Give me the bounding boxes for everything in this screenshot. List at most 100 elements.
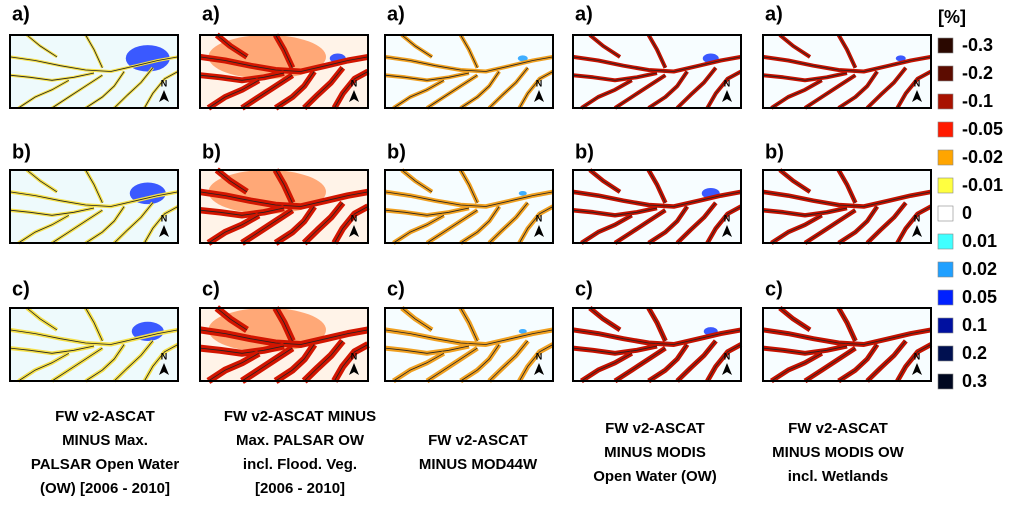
map-border	[199, 169, 369, 244]
river-line	[707, 71, 742, 109]
river-line	[334, 71, 369, 109]
river-line	[9, 56, 179, 72]
river-line	[519, 206, 554, 244]
river-line	[384, 191, 554, 207]
river-line	[589, 169, 621, 193]
river-line	[762, 56, 932, 72]
river-line	[519, 71, 554, 109]
river-line	[18, 79, 69, 109]
legend-label: 0.01	[962, 231, 997, 251]
map-border	[572, 169, 742, 244]
river-line	[572, 191, 742, 207]
river-line	[572, 329, 742, 345]
legend-label: -0.2	[962, 63, 993, 83]
north-label: N	[724, 213, 731, 223]
map-border	[384, 34, 554, 109]
north-arrow	[912, 363, 922, 375]
map-border	[9, 169, 179, 244]
river-line	[488, 67, 529, 109]
north-arrow	[534, 363, 544, 375]
river-line	[771, 79, 822, 109]
river-line	[9, 329, 179, 345]
river-line	[199, 191, 369, 207]
river-line	[676, 202, 717, 244]
north-label: N	[914, 213, 921, 223]
river-line	[85, 307, 103, 342]
panel-label: c)	[12, 278, 30, 300]
river-line	[393, 352, 444, 382]
river-line	[275, 71, 315, 109]
river-line	[9, 72, 95, 81]
panel-label: a)	[765, 3, 783, 25]
legend-label: -0.05	[962, 119, 1003, 139]
north-arrow	[534, 225, 544, 237]
north-label: N	[161, 213, 168, 223]
map-border	[384, 307, 554, 382]
river-line	[426, 209, 478, 244]
map-panel: N	[199, 167, 370, 246]
north-arrow	[349, 90, 359, 102]
river-line	[384, 56, 554, 72]
river-line	[614, 347, 666, 382]
river-line	[648, 307, 666, 342]
legend-label: 0.1	[962, 315, 987, 335]
river-line	[838, 344, 878, 382]
map-wash	[208, 170, 326, 214]
map-border	[762, 307, 932, 382]
column-caption: MINUS MODIS OW	[772, 444, 905, 461]
river-line	[216, 169, 248, 193]
river-line	[762, 72, 848, 81]
legend-swatch	[937, 37, 954, 54]
north-arrow	[722, 225, 732, 237]
river-line	[572, 207, 658, 216]
north-label: N	[914, 78, 921, 88]
legend-label: -0.01	[962, 175, 1003, 195]
legend-swatch	[937, 205, 954, 222]
river-line	[460, 34, 478, 68]
column-caption: PALSAR Open Water	[31, 456, 180, 473]
river-line	[241, 74, 293, 109]
map-border	[9, 307, 179, 382]
river-line	[460, 344, 500, 382]
river-line	[838, 206, 878, 244]
north-label: N	[161, 78, 168, 88]
river-line	[401, 169, 433, 193]
river-line	[26, 34, 58, 58]
river-line	[581, 79, 632, 109]
legend-label: 0.02	[962, 259, 997, 279]
column-caption: FW v2-ASCAT	[605, 420, 705, 437]
river-line	[393, 79, 444, 109]
river-line	[51, 74, 103, 109]
river-line	[771, 214, 822, 244]
river-line	[804, 74, 856, 109]
north-arrow	[722, 90, 732, 102]
column-caption: FW v2-ASCAT	[788, 420, 888, 437]
river-line	[779, 34, 811, 58]
map-panel: N	[9, 306, 179, 383]
legend-swatch	[937, 317, 954, 334]
legend-label: 0.2	[962, 343, 987, 363]
north-arrow	[349, 363, 359, 375]
river-line	[648, 71, 688, 109]
river-line	[488, 340, 529, 382]
river-line	[334, 344, 369, 382]
map-blob	[518, 328, 527, 334]
river-line	[216, 307, 248, 331]
river-line	[208, 214, 259, 244]
river-line	[676, 340, 717, 382]
river-line	[144, 206, 179, 244]
north-arrow	[534, 90, 544, 102]
river-line	[216, 34, 248, 58]
river-line	[199, 207, 285, 216]
river-line	[199, 72, 285, 81]
panel-label: a)	[387, 3, 405, 25]
column-caption: Max. PALSAR OW	[236, 432, 365, 449]
map-panel: N	[762, 306, 933, 384]
river-line	[614, 209, 666, 244]
river-line	[18, 214, 69, 244]
river-line	[707, 344, 742, 382]
river-line	[85, 169, 103, 203]
legend-swatch	[937, 373, 954, 390]
river-line	[401, 34, 433, 58]
river-line	[199, 329, 369, 345]
